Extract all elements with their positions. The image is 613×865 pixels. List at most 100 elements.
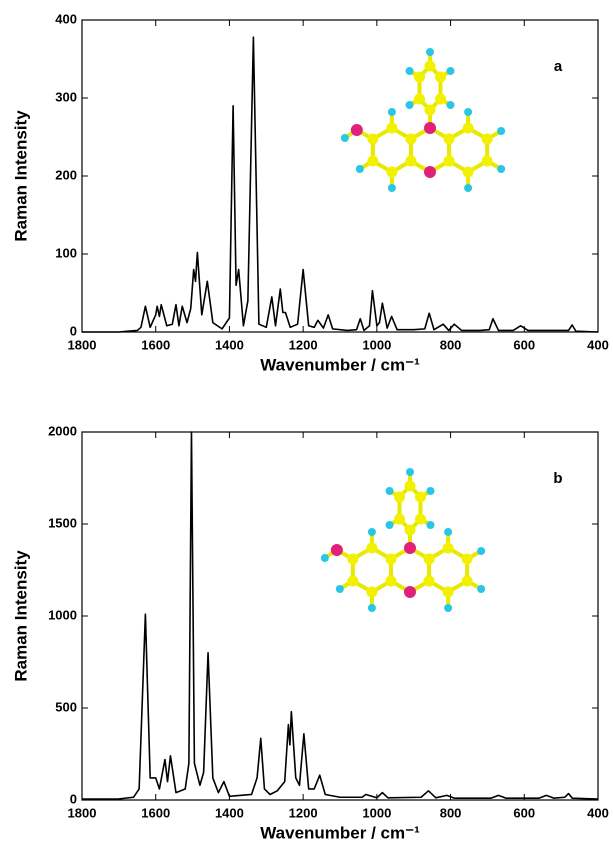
x-tick-label: 1600 [141,805,170,820]
atom [367,156,378,167]
atom [462,576,473,587]
atom [463,167,474,178]
atom [497,127,505,135]
x-tick-label: 1200 [289,337,318,352]
atom [356,165,364,173]
x-tick-label: 1400 [215,337,244,352]
y-tick-label: 500 [55,699,77,714]
x-tick-label: 800 [440,805,462,820]
x-tick-label: 400 [587,805,609,820]
x-tick-label: 1800 [68,805,97,820]
atom [414,94,425,105]
y-axis-label: Raman Intensity [11,110,30,242]
atom [464,184,472,192]
x-tick-label: 1000 [362,805,391,820]
atom [464,108,472,116]
atom [443,543,454,554]
atom [386,167,397,178]
atom [426,48,434,56]
y-tick-label: 300 [55,89,77,104]
atom [351,124,363,136]
atom [424,122,436,134]
atom [497,165,505,173]
atom [415,514,426,525]
atom [386,123,397,134]
atom [336,585,344,593]
x-tick-label: 1000 [362,337,391,352]
spectrum-line [82,37,598,332]
atom [406,67,414,75]
x-tick-label: 400 [587,337,609,352]
atom [388,184,396,192]
atom [347,576,358,587]
atom [366,587,377,598]
atom [414,72,425,83]
atom [406,101,414,109]
atom [463,123,474,134]
atom [405,481,416,492]
atom [415,492,426,503]
atom [444,156,455,167]
atom [424,576,435,587]
atom [444,528,452,536]
spectrum-line [82,432,598,799]
atom [424,166,436,178]
atom [394,514,405,525]
atom [394,492,405,503]
x-tick-label: 1600 [141,337,170,352]
x-tick-label: 600 [513,805,535,820]
atom [405,134,416,145]
x-tick-label: 600 [513,337,535,352]
figure: 1800160014001200100080060040001002003004… [0,0,613,860]
atom [386,487,394,495]
atom [388,108,396,116]
atom [341,134,349,142]
x-tick-label: 1800 [68,337,97,352]
atom [385,576,396,587]
y-tick-label: 2000 [48,423,77,438]
atom [444,604,452,612]
atom [404,542,416,554]
atom [477,547,485,555]
atom [443,587,454,598]
plot-frame [82,432,598,800]
atom [462,554,473,565]
atom [385,554,396,565]
atom [435,72,446,83]
atom [368,528,376,536]
y-tick-label: 0 [70,791,77,806]
atom [321,554,329,562]
y-tick-label: 200 [55,167,77,182]
y-tick-label: 1000 [48,607,77,622]
atom [446,101,454,109]
panel-label: a [554,58,563,75]
atom [347,554,358,565]
x-tick-label: 800 [440,337,462,352]
atom [406,468,414,476]
molecule-inset [341,48,505,192]
atom [425,105,436,116]
atom [482,134,493,145]
atom [426,521,434,529]
y-axis-label: Raman Intensity [11,550,30,682]
molecule-inset [321,468,485,612]
x-tick-label: 1200 [289,805,318,820]
atom [446,67,454,75]
y-tick-label: 1500 [48,515,77,530]
atom [366,543,377,554]
plot-frame [82,20,598,332]
atom [367,134,378,145]
atom [405,525,416,536]
atom [368,604,376,612]
atom [331,544,343,556]
x-tick-label: 1400 [215,805,244,820]
atom [435,94,446,105]
atom [482,156,493,167]
atom [386,521,394,529]
x-axis-label: Wavenumber / cm⁻¹ [260,823,420,842]
atom [425,61,436,72]
y-tick-label: 0 [70,323,77,338]
y-tick-label: 400 [55,11,77,26]
atom [444,134,455,145]
atom [477,585,485,593]
